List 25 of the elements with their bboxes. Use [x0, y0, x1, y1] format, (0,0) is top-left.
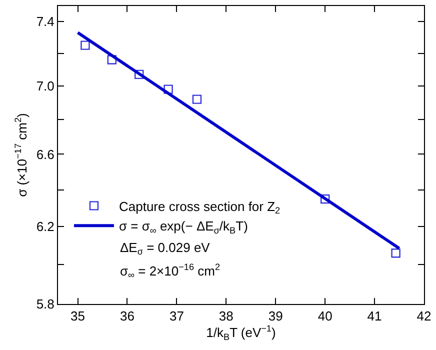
point [80, 40, 90, 50]
x-tick-label: 40 [318, 308, 332, 324]
point [391, 248, 400, 258]
y-tick-label: 5.8 [36, 296, 54, 312]
x-tick-label: 36 [120, 308, 134, 324]
point [134, 70, 144, 80]
y-tick-label: 7.4 [36, 14, 54, 30]
legend-label: Capture cross section for Z$_{2}$ [118, 198, 280, 216]
y-tick-label: 6.6 [36, 146, 54, 162]
x-tick-label: 41 [367, 308, 382, 324]
point [320, 194, 330, 204]
annotation: ΔE$_{σ}$ = 0.029 eV [120, 240, 210, 257]
point [107, 55, 117, 64]
y-tick-label: 7.0 [36, 78, 54, 94]
point [192, 94, 202, 104]
x-tick-label: 38 [218, 308, 234, 324]
annotation: σ$_{∞}$ = 2×10$^{−16}$ cm$^{2}$ [120, 262, 220, 280]
legend-label: σ = σ$_{∞}$ exp(− ΔE$_{σ}$/k$_{B}$T) [118, 218, 248, 236]
x-axis-title: 1/k$_{B}$T (eV$^{−1}$) [206, 324, 276, 342]
x-tick-label: 39 [268, 308, 283, 324]
point [164, 84, 173, 94]
y-tick-label: 6.2 [36, 219, 54, 234]
x-tick-label: 37 [169, 308, 184, 324]
x-tick-label: 35 [70, 308, 86, 324]
x-tick-label: 42 [416, 308, 432, 324]
